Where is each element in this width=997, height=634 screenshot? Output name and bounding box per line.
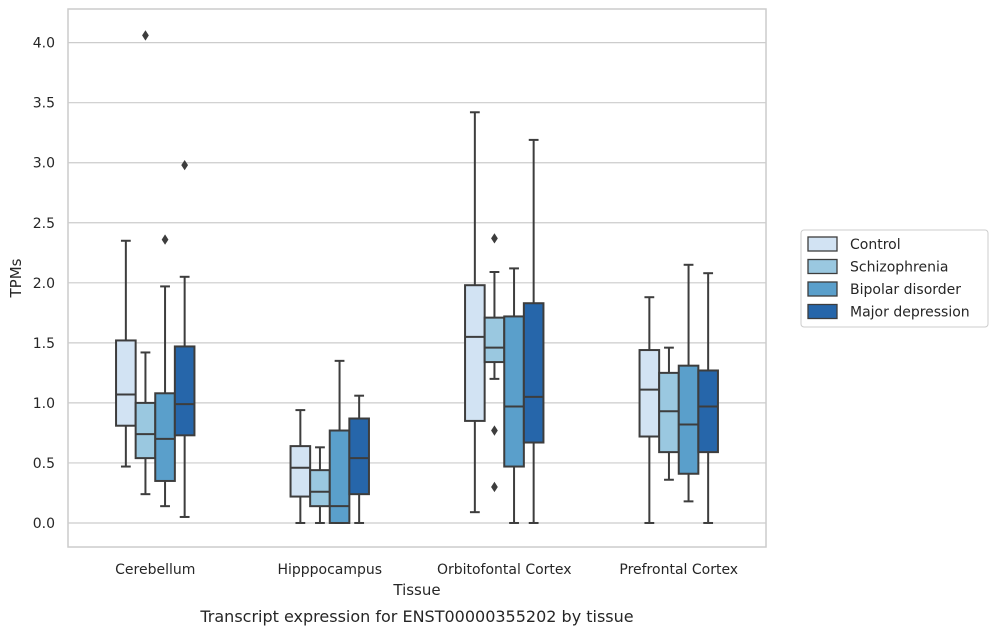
legend-swatch [807, 303, 838, 320]
box-iqr [309, 469, 331, 508]
box-iqr [173, 345, 196, 437]
legend: Control Schizophrenia Bipolar disorder Majo… [800, 229, 989, 328]
box-iqr [289, 445, 312, 498]
box-iqr [697, 369, 719, 454]
box-iqr [658, 371, 680, 454]
y-tick-label: 2.5 [33, 216, 55, 232]
chart-caption: Transcript expression for ENST0000035520… [199, 607, 633, 626]
box-1-3 [348, 394, 370, 524]
box-2-1 [483, 233, 506, 493]
legend-items: Control Schizophrenia Bipolar disorder Majo… [807, 236, 970, 321]
box-iqr [115, 339, 137, 427]
box-iqr [503, 315, 525, 468]
box-iqr [522, 302, 545, 444]
legend-label: Bipolar disorder [850, 282, 961, 298]
box-iqr [677, 364, 700, 475]
legend-frame [800, 229, 989, 328]
x-axis-title: Tissue [392, 581, 440, 599]
y-tick-label: 2.0 [33, 276, 55, 292]
box-groups [115, 30, 719, 524]
y-tick-label: 0.5 [33, 456, 55, 472]
x-tick-labels: Cerebellum Hipppocampus Orbitofontal Corte… [115, 562, 738, 578]
plot-frame [67, 8, 767, 548]
box-iqr [328, 429, 351, 524]
box-iqr [348, 417, 370, 496]
legend-label: Major depression [850, 305, 970, 321]
legend-item: Control [807, 236, 901, 253]
legend-item: Major depression [807, 303, 970, 321]
box-2-3 [522, 138, 545, 524]
box-iqr [154, 392, 176, 482]
legend-item: Bipolar disorder [807, 281, 961, 298]
x-tick-label: Orbitofontal Cortex [437, 562, 572, 578]
legend-label: Control [850, 237, 901, 253]
outlier-point [491, 233, 498, 244]
box-iqr [464, 284, 486, 422]
box-iqr [483, 316, 506, 364]
legend-item: Schizophrenia [807, 258, 948, 276]
box-3-0 [638, 296, 661, 524]
x-tick-label: Prefrontal Cortex [619, 562, 738, 578]
box-iqr [134, 401, 157, 460]
y-tick-label: 1.0 [33, 396, 55, 412]
x-tick-label: Hipppocampus [277, 562, 382, 578]
legend-swatch [807, 258, 838, 275]
box-0-3 [173, 159, 196, 518]
box-0-0 [115, 239, 137, 468]
y-tick-label: 3.5 [33, 96, 55, 112]
outlier-point [491, 425, 498, 436]
box-0-2 [154, 234, 176, 508]
y-tick-label: 3.0 [33, 156, 55, 172]
outlier-point [161, 234, 169, 245]
legend-swatch [807, 281, 838, 297]
outlier-point [491, 481, 498, 493]
legend-label: Schizophrenia [850, 260, 948, 276]
y-tick-label: 0.0 [33, 516, 55, 532]
box-2-2 [503, 267, 525, 524]
outlier-point [142, 30, 149, 41]
y-tick-label: 4.0 [33, 36, 55, 52]
outlier-point [181, 159, 189, 171]
box-iqr [638, 349, 661, 438]
box-1-0 [289, 409, 312, 524]
x-tick-label: Cerebellum [115, 562, 195, 578]
y-tick-label: 1.5 [33, 336, 55, 352]
box-2-0 [464, 111, 486, 514]
box-3-3 [697, 272, 719, 524]
y-tick-labels: 0.0 0.5 1.0 1.5 2.0 2.5 3.0 3.5 4.0 [33, 36, 55, 532]
y-axis-title: TPMs [7, 258, 25, 298]
legend-swatch [807, 236, 838, 252]
